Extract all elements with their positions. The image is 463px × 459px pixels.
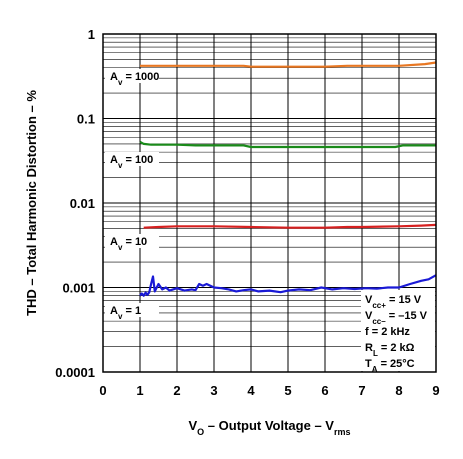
series-label-bg-0 (105, 69, 159, 83)
series-line-3 (139, 274, 437, 297)
x-tick-2: 2 (173, 383, 180, 398)
y-tick-0.1: 0.1 (77, 112, 95, 127)
x-tick-5: 5 (284, 383, 291, 398)
series-label-0: Av = 1000 (110, 71, 159, 87)
x-tick-labels: 0 1 2 3 4 5 6 7 8 9 (99, 383, 439, 398)
condition-0: Vcc+ = 15 V (365, 294, 422, 310)
y-tick-0.0001: 0.0001 (55, 365, 95, 380)
y-axis-label: THD – Total Harmonic Distortion – % (24, 90, 39, 316)
series-line-0 (140, 61, 437, 68)
condition-2: f = 2 kHz (365, 326, 410, 338)
series-label-bg-2 (105, 234, 159, 248)
series-labels: Av = 1000 Av = 100 Av = 10 Av = 1 (105, 69, 159, 321)
x-tick-7: 7 (358, 383, 365, 398)
condition-4: TA = 25°C (365, 358, 415, 374)
series-line-1 (139, 140, 436, 149)
series-label-3: Av = 1 (110, 305, 141, 321)
series-label-bg-1 (105, 152, 159, 166)
x-tick-8: 8 (395, 383, 402, 398)
series-label-1: Av = 100 (110, 154, 153, 170)
condition-3: RL = 2 kΩ (365, 342, 415, 358)
series-line-2 (143, 223, 437, 229)
x-tick-1: 1 (136, 383, 143, 398)
y-tick-1: 1 (88, 27, 95, 42)
x-axis-label: VO – Output Voltage – Vrms (189, 418, 351, 437)
condition-1: Vcc– = –15 V (365, 310, 428, 326)
x-tick-9: 9 (432, 383, 439, 398)
y-tick-labels: 1 0.1 0.01 0.001 0.0001 (55, 27, 95, 380)
conditions-bg (361, 290, 435, 371)
x-tick-0: 0 (99, 383, 106, 398)
x-tick-3: 3 (210, 383, 217, 398)
series-label-bg-3 (105, 303, 159, 317)
x-tick-6: 6 (321, 383, 328, 398)
x-tick-4: 4 (247, 383, 255, 398)
y-tick-0.001: 0.001 (62, 281, 95, 296)
plot-frame (102, 33, 437, 373)
series-label-2: Av = 10 (110, 236, 147, 252)
y-tick-0.01: 0.01 (70, 196, 95, 211)
series-group (139, 61, 437, 297)
